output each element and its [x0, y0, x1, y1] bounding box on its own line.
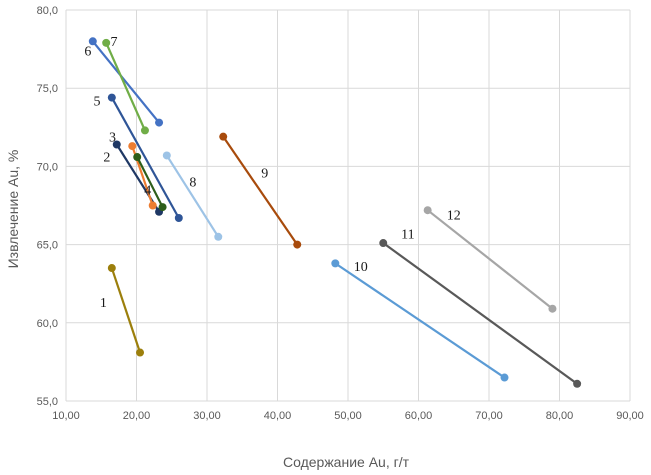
series-4 [133, 153, 167, 212]
series-11-point-1 [379, 239, 388, 248]
series-5 [107, 93, 183, 223]
y-tick-label: 70,0 [37, 161, 58, 173]
series-8-point-2 [214, 232, 223, 241]
series-12-point-2 [548, 304, 557, 313]
series-label-1: 1 [100, 296, 107, 311]
series-label-10: 10 [354, 260, 368, 275]
series-label-12: 12 [447, 209, 461, 224]
series-12 [423, 206, 557, 313]
series-label-7: 7 [110, 35, 117, 50]
series-10-point-1 [331, 259, 340, 268]
series-11 [379, 239, 582, 388]
series-1-point-2 [136, 348, 145, 357]
data-series [88, 37, 582, 388]
gridlines [65, 9, 631, 402]
series-10 [331, 259, 509, 382]
series-5-point-2 [174, 214, 183, 223]
y-tick-label: 80,0 [37, 5, 58, 17]
series-label-8: 8 [189, 176, 196, 191]
series-2-point-1 [112, 140, 121, 149]
series-10-point-2 [500, 373, 509, 382]
y-axis-title: Извлечение Au, % [5, 150, 21, 269]
series-8-line [165, 154, 220, 238]
series-label-11: 11 [401, 227, 414, 242]
x-tick-label: 90,00 [616, 410, 644, 422]
series-7 [102, 38, 149, 135]
series-label-2: 2 [103, 151, 110, 166]
series-1 [107, 264, 145, 357]
x-tick-label: 10,00 [52, 410, 80, 422]
series-11-line [382, 242, 578, 385]
series-label-4: 4 [144, 184, 151, 199]
series-12-line [426, 209, 554, 310]
x-tick-label: 80,00 [546, 410, 574, 422]
series-5-line [110, 97, 180, 219]
series-9 [219, 132, 302, 249]
series-label-6: 6 [84, 44, 91, 59]
y-tick-label: 65,0 [37, 240, 58, 252]
series-4-point-1 [133, 153, 142, 162]
series-7-line [105, 42, 146, 131]
series-12-point-1 [423, 206, 432, 215]
y-tick-label: 55,0 [37, 396, 58, 408]
series-label-9: 9 [261, 166, 268, 181]
series-4-point-2 [158, 203, 167, 212]
series-9-point-2 [293, 240, 302, 249]
axes: 10,00 20,00 30,00 40,00 50,00 60,00 70,00 80,00… [37, 5, 644, 422]
series-3-point-1 [128, 142, 137, 151]
series-6-line [91, 40, 160, 124]
x-tick-label: 30,00 [193, 410, 221, 422]
series-3-point-2 [148, 201, 157, 210]
x-tick-label: 50,00 [334, 410, 362, 422]
series-4-line [136, 156, 164, 208]
series-9-line [222, 136, 299, 246]
x-tick-label: 20,00 [123, 410, 151, 422]
x-tick-label: 70,00 [475, 410, 503, 422]
series-1-line [110, 267, 142, 353]
series-7-point-1 [102, 38, 111, 47]
series-11-point-2 [573, 379, 582, 388]
series-7-point-2 [140, 126, 149, 135]
series-8-point-1 [162, 151, 171, 160]
y-tick-label: 75,0 [37, 83, 58, 95]
series-8 [162, 151, 223, 241]
x-axis-title: Содержание Au, г/т [283, 454, 410, 470]
series-6-point-2 [155, 118, 164, 127]
series-label-5: 5 [94, 94, 101, 109]
series-6-point-1 [88, 37, 97, 46]
series-label-3: 3 [109, 130, 116, 145]
series-10-line [334, 262, 506, 379]
x-tick-label: 60,00 [405, 410, 433, 422]
series-9-point-1 [219, 132, 228, 141]
x-tick-label: 40,00 [264, 410, 292, 422]
series-5-point-1 [107, 93, 116, 102]
y-tick-label: 60,0 [37, 318, 58, 330]
series-1-point-1 [107, 264, 116, 273]
series-6 [88, 37, 164, 127]
